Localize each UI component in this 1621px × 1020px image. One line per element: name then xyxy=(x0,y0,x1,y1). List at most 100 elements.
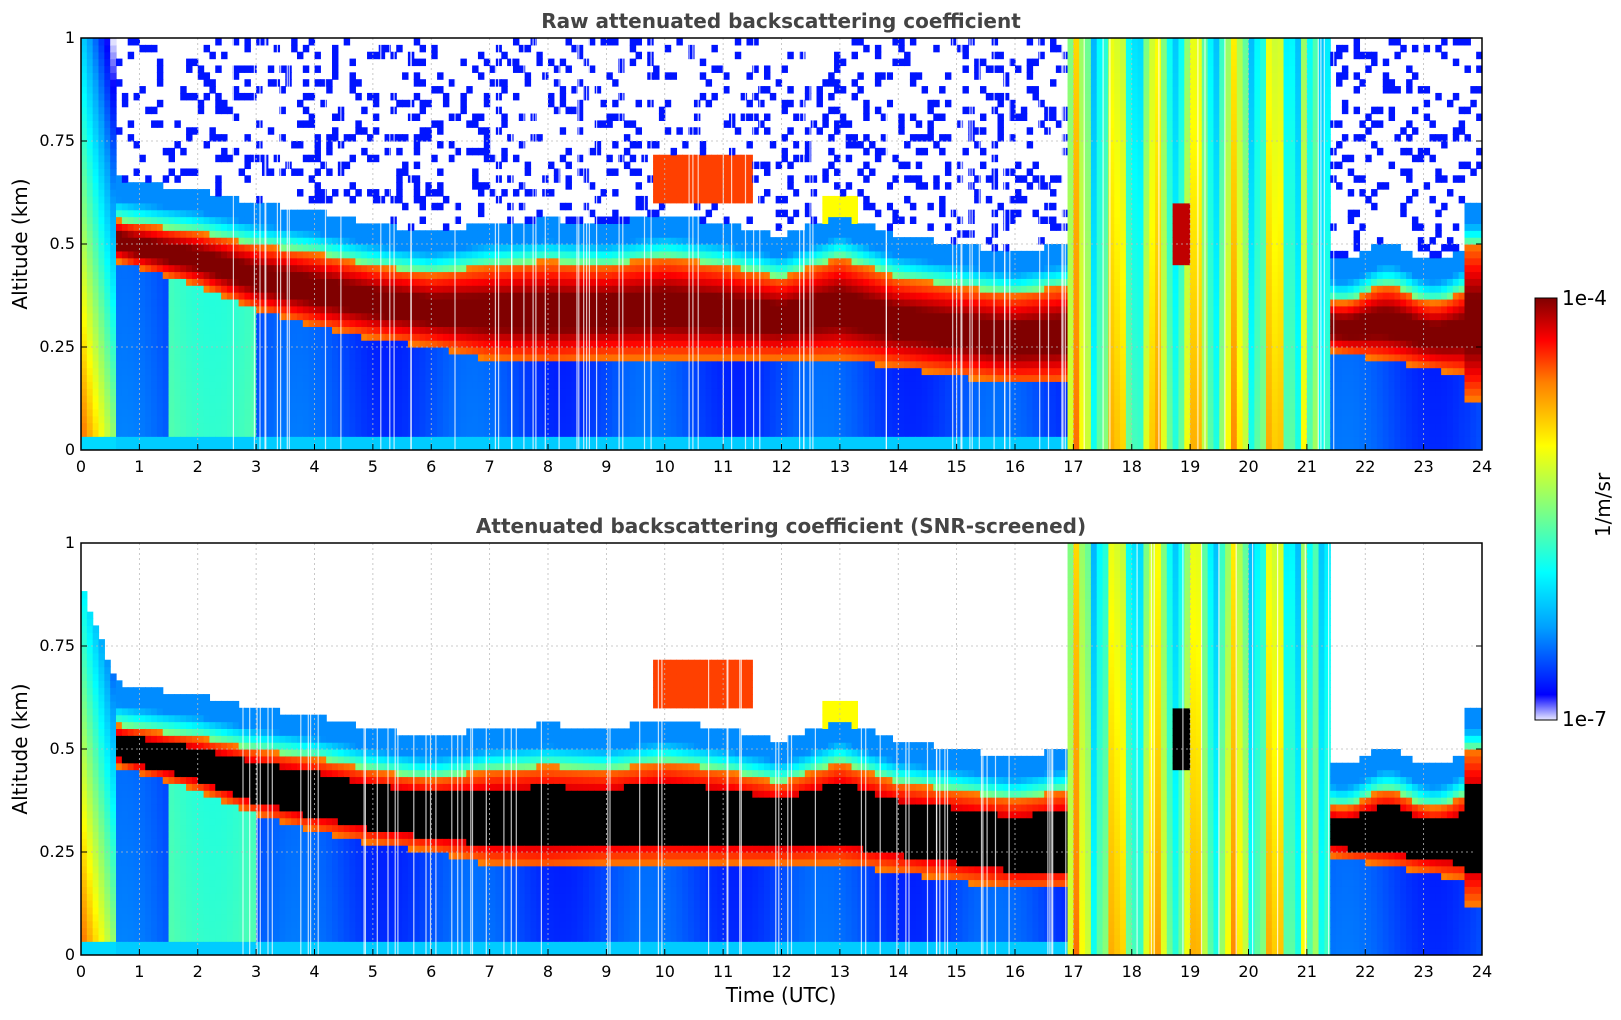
heatmap-cell xyxy=(320,429,327,437)
heatmap-cell xyxy=(425,422,432,430)
heatmap-cell xyxy=(676,271,683,279)
heatmap-cell xyxy=(296,326,304,334)
heatmap-cell xyxy=(314,353,321,362)
heatmap-cell xyxy=(402,436,409,444)
heatmap-cell xyxy=(279,347,286,355)
heatmap-cell xyxy=(343,257,351,266)
heatmap-cell xyxy=(577,360,584,369)
heatmap-cell xyxy=(384,395,391,403)
heatmap-cell xyxy=(279,422,286,430)
heatmap-cell xyxy=(635,401,642,410)
heatmap-cell xyxy=(512,353,520,362)
heatmap-cell xyxy=(693,298,701,307)
heatmap-cell xyxy=(466,326,473,334)
heatmap-cell xyxy=(209,422,216,430)
heatmap-cell xyxy=(81,443,88,450)
heatmap-cell xyxy=(658,388,666,396)
heatmap-cell xyxy=(209,347,216,355)
heatmap-cell xyxy=(367,436,374,444)
heatmap-cell xyxy=(238,168,246,176)
heatmap-cell xyxy=(186,347,193,355)
heatmap-cell xyxy=(746,298,753,307)
heatmap-cell xyxy=(518,388,526,396)
heatmap-cell xyxy=(763,353,771,362)
heatmap-cell xyxy=(548,381,555,389)
heatmap-cell xyxy=(320,333,327,341)
heatmap-cell xyxy=(483,395,491,403)
heatmap-cell xyxy=(168,292,175,300)
heatmap-cell xyxy=(670,278,678,286)
heatmap-cell xyxy=(244,38,251,46)
heatmap-cell xyxy=(629,271,637,279)
heatmap-cell xyxy=(104,415,111,424)
heatmap-cell xyxy=(326,436,333,444)
heatmap-cell xyxy=(104,326,111,334)
heatmap-cell xyxy=(197,333,205,341)
heatmap-cell xyxy=(734,333,742,341)
heatmap-cell xyxy=(226,436,234,444)
heatmap-cell xyxy=(711,292,718,300)
heatmap-cell xyxy=(437,244,444,252)
heatmap-cell xyxy=(267,202,275,211)
heatmap-cell xyxy=(291,422,298,430)
heatmap-cell xyxy=(682,168,689,176)
heatmap-cell xyxy=(250,92,257,101)
heatmap-cell xyxy=(180,415,187,424)
heatmap-cell xyxy=(699,92,707,101)
heatmap-cell xyxy=(402,319,409,327)
heatmap-cell xyxy=(384,319,391,327)
heatmap-cell xyxy=(156,58,164,67)
heatmap-cell xyxy=(174,189,181,197)
heatmap-cell xyxy=(670,347,678,355)
heatmap-cell xyxy=(466,388,473,396)
heatmap-cell xyxy=(226,223,234,231)
heatmap-cell xyxy=(302,395,310,403)
heatmap-cell xyxy=(437,292,444,300)
heatmap-cell xyxy=(314,237,321,245)
heatmap-cell xyxy=(758,408,765,417)
heatmap-cell xyxy=(396,401,403,410)
heatmap-cell xyxy=(606,113,613,121)
heatmap-cell xyxy=(110,250,117,259)
heatmap-cell xyxy=(308,436,316,444)
heatmap-cell xyxy=(203,244,211,252)
heatmap-cell xyxy=(343,305,351,314)
heatmap-cell xyxy=(705,154,713,163)
heatmap-cell xyxy=(168,230,175,238)
heatmap-cell xyxy=(238,422,246,430)
heatmap-cell xyxy=(320,244,327,252)
heatmap-cell xyxy=(693,443,701,450)
heatmap-cell xyxy=(553,415,561,424)
heatmap-cell xyxy=(647,347,654,355)
heatmap-cell xyxy=(127,278,135,286)
heatmap-cell xyxy=(209,285,216,293)
heatmap-cell xyxy=(524,312,532,321)
heatmap-cell xyxy=(536,264,543,273)
heatmap-cell xyxy=(489,244,497,252)
heatmap-cell xyxy=(250,257,257,266)
heatmap-cell xyxy=(647,237,654,245)
heatmap-cell xyxy=(367,237,374,245)
heatmap-cell xyxy=(763,113,771,121)
heatmap-cell xyxy=(413,244,421,252)
heatmap-cell xyxy=(419,367,427,376)
heatmap-cell xyxy=(705,319,713,327)
heatmap-cell xyxy=(437,202,444,211)
heatmap-cell xyxy=(507,244,514,252)
heatmap-cell xyxy=(448,285,456,293)
heatmap-cell xyxy=(518,319,526,327)
heatmap-cell xyxy=(168,154,175,163)
heatmap-cell xyxy=(588,326,596,334)
heatmap-cell xyxy=(162,395,170,403)
heatmap-cell xyxy=(705,237,713,245)
heatmap-cell xyxy=(775,312,783,321)
heatmap-cell xyxy=(156,202,164,211)
heatmap-cell xyxy=(215,408,222,417)
heatmap-cell xyxy=(104,92,111,101)
heatmap-cell xyxy=(711,374,718,382)
heatmap-cell xyxy=(693,285,701,293)
heatmap-cell xyxy=(81,44,88,53)
heatmap-cell xyxy=(221,134,228,142)
heatmap-cell xyxy=(279,388,286,396)
heatmap-cell xyxy=(413,443,421,450)
